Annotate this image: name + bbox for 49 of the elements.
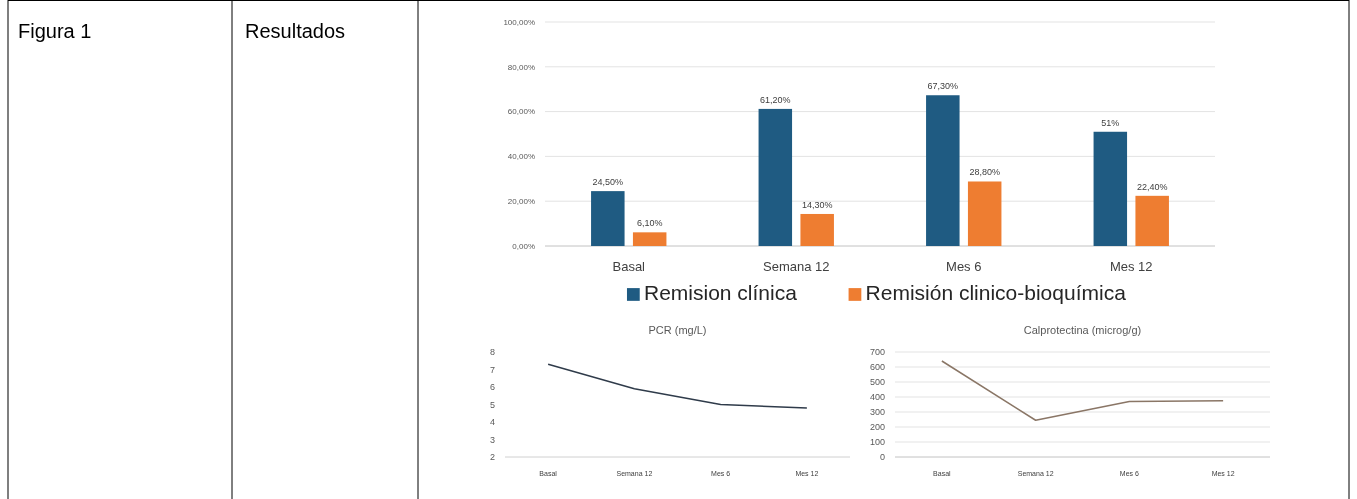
x-tick-label: Basal (612, 259, 646, 274)
y-tick-label: 0 (879, 452, 885, 463)
y-tick-label: 500 (869, 377, 885, 388)
y-tick-label: 8 (489, 347, 495, 358)
y-tick-label: 0,00% (512, 241, 535, 251)
y-tick-label: 80,00% (507, 62, 535, 72)
x-tick-label: Semana 12 (763, 259, 830, 274)
y-tick-label: 40,00% (507, 152, 535, 162)
legend-label: Remision clínica (643, 281, 798, 304)
chart-title: Calprotectina (microg/g) (1023, 324, 1142, 336)
y-tick-label: 6 (489, 382, 495, 393)
bar (1135, 195, 1169, 246)
y-tick-label: 100,00% (503, 17, 535, 27)
text: Figura 1 (18, 20, 92, 42)
bar (632, 232, 667, 246)
chart-title: PCR (mg/L) (648, 324, 707, 336)
y-tick-label: 3 (489, 434, 495, 445)
y-tick-label: 2 (489, 452, 495, 463)
data-label: 51% (1101, 117, 1120, 128)
bar (800, 213, 834, 246)
data-label: 67,30% (927, 81, 959, 92)
bar (926, 95, 960, 246)
y-tick-label: 100 (869, 437, 885, 448)
line-series (941, 360, 1224, 421)
x-tick-label: Mes 12 (1109, 259, 1153, 274)
bar (591, 191, 625, 246)
y-tick-label: 700 (869, 347, 885, 358)
x-tick-label: Mes 6 (946, 259, 982, 274)
data-label: 6,10% (636, 218, 663, 229)
legend-label: Remisión clinico-bioquímica (865, 281, 1127, 304)
bar (967, 181, 1002, 246)
data-label: 24,50% (592, 177, 624, 188)
y-tick-label: 4 (489, 417, 495, 428)
data-label: 61,20% (760, 94, 791, 105)
bar (1093, 131, 1128, 246)
bar (758, 108, 793, 246)
line-series (547, 363, 808, 409)
data-label: 14,30% (801, 199, 833, 210)
y-tick-label: 400 (869, 392, 885, 403)
y-tick-label: 20,00% (507, 197, 535, 206)
data-label: 28,80% (969, 167, 1000, 178)
text: Resultados (245, 20, 346, 42)
data-label: 22,40% (1136, 181, 1168, 192)
y-tick-label: 5 (489, 399, 495, 410)
y-tick-label: 7 (489, 364, 495, 375)
y-tick-label: 600 (869, 362, 885, 373)
y-tick-label: 60,00% (507, 107, 535, 117)
y-tick-label: 200 (869, 422, 885, 433)
y-tick-label: 300 (869, 407, 885, 418)
